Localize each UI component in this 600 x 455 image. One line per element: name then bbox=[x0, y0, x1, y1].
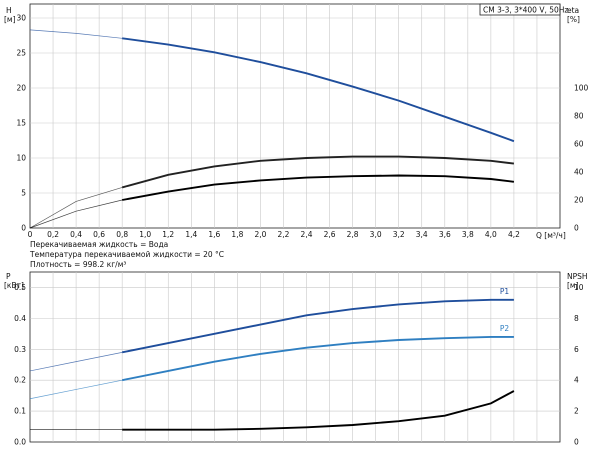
chart1-x-tick-label: 3,6 bbox=[439, 230, 451, 239]
chart2-ylabel-line1: P bbox=[6, 272, 11, 281]
chart2-series-1-extrapolated bbox=[29, 379, 123, 400]
model-label-box bbox=[479, 3, 561, 16]
fluid-info-line-2: Температура перекачиваемой жидкости = 20… bbox=[29, 250, 224, 259]
chart1-y-tick-label: 0 bbox=[21, 224, 26, 233]
chart1-x-tick-label: 3,4 bbox=[416, 230, 428, 239]
chart1-x-tick-label: 1,6 bbox=[208, 230, 220, 239]
chart1-y-right-tick-label: 80 bbox=[574, 112, 584, 121]
chart1-x-tick-label: 1,8 bbox=[231, 230, 243, 239]
chart1-y-right-tick-label: 40 bbox=[574, 168, 584, 177]
chart1-x-tick-label: 2,0 bbox=[254, 230, 266, 239]
chart1-series-1-line bbox=[121, 155, 515, 189]
chart1-series-2-extrapolated bbox=[29, 199, 123, 229]
chart1-y-tick-label: 15 bbox=[16, 119, 26, 128]
chart2-series-0-line bbox=[121, 298, 514, 354]
chart2-y-right-tick-label: 6 bbox=[574, 345, 579, 354]
chart1-y-tick-label: 25 bbox=[16, 49, 26, 58]
chart2-y-tick-label: 0.1 bbox=[14, 407, 26, 416]
chart1-ylabel-line2: [м] bbox=[4, 15, 16, 24]
chart2-y-tick-label: 0.2 bbox=[14, 376, 26, 385]
chart2-series-1-line bbox=[121, 335, 514, 382]
chart2-y-ticks-right: 0 2 4 6 8 10 bbox=[574, 283, 584, 447]
chart1-series bbox=[29, 29, 515, 229]
chart2-y-right-tick-label: 2 bbox=[574, 407, 579, 416]
chart1-xlabel: Q [м³/ч] bbox=[536, 231, 566, 240]
chart1-y-tick-label: 5 bbox=[21, 189, 26, 198]
chart2-y-right-tick-label: 4 bbox=[574, 376, 579, 385]
chart1-x-tick-label: 2,2 bbox=[278, 230, 290, 239]
chart1-x-tick-label: 0,6 bbox=[93, 230, 105, 239]
chart2-y-tick-label: 0.3 bbox=[14, 345, 26, 354]
chart1-x-tick-label: 0,8 bbox=[116, 230, 128, 239]
chart2-series-label-p2: P2 bbox=[500, 324, 510, 333]
chart1-x-tick-label: 2,4 bbox=[301, 230, 313, 239]
chart2-y-tick-label: 0.5 bbox=[14, 283, 26, 292]
chart1-x-tick-label: 4,0 bbox=[485, 230, 497, 239]
chart1-x-tick-label: 3,0 bbox=[370, 230, 382, 239]
chart1-x-tick-label: 1,0 bbox=[139, 230, 151, 239]
chart1-ylabel-right-line2: [%] bbox=[567, 15, 580, 24]
fluid-info-line-3: Плотность = 998.2 кг/м³ bbox=[30, 260, 126, 269]
chart2-series-labels: P1 P2 bbox=[500, 287, 510, 333]
chart1-x-tick-label: 0,2 bbox=[47, 230, 59, 239]
chart2-series bbox=[29, 298, 515, 431]
chart1-y-right-tick-label: 20 bbox=[574, 196, 584, 205]
chart1-x-tick-label: 1,4 bbox=[185, 230, 197, 239]
chart1-series-0-line bbox=[122, 37, 515, 143]
chart2-frame bbox=[29, 271, 561, 443]
chart1-y-tick-label: 10 bbox=[16, 154, 26, 163]
chart2-y-tick-label: 0.4 bbox=[14, 314, 26, 323]
chart2-ylabel-line2: [кВт] bbox=[4, 281, 24, 290]
chart1-ylabel-right-line1: eta bbox=[567, 6, 579, 15]
chart2-y-right-tick-label: 10 bbox=[574, 283, 584, 292]
chart2-ylabel-right-line2: [м] bbox=[567, 281, 579, 290]
chart1-x-tick-label: 1,2 bbox=[162, 230, 174, 239]
chart1-x-tick-label: 2,6 bbox=[324, 230, 336, 239]
chart2-series-0-extrapolated bbox=[29, 352, 123, 372]
model-label: CM 3-3, 3*400 V, 50Hz bbox=[483, 6, 568, 15]
chart1-x-tick-label: 0 bbox=[28, 230, 33, 239]
chart1-grid bbox=[30, 4, 560, 228]
chart1-y-tick-label: 20 bbox=[16, 84, 26, 93]
chart2-y-right-tick-label: 8 bbox=[574, 314, 579, 323]
chart2-y-right-tick-label: 0 bbox=[574, 438, 579, 447]
chart1-y-ticks-right: 0 20 40 60 80 100 bbox=[574, 84, 589, 233]
chart1-y-right-tick-label: 0 bbox=[574, 224, 579, 233]
chart1-x-ticks: 0 0,2 0,4 0,6 0,8 1,0 1,2 1,4 1,6 1,8 2,0 2,2 2,4 2,6… bbox=[28, 230, 520, 239]
chart1-x-tick-label: 3,8 bbox=[462, 230, 474, 239]
chart1-y-right-tick-label: 100 bbox=[574, 84, 589, 93]
chart1-series-0-extrapolated bbox=[29, 29, 123, 39]
chart1-y-right-tick-label: 60 bbox=[574, 140, 584, 149]
chart1-series-1-extrapolated bbox=[29, 187, 123, 229]
chart1-x-tick-label: 3,2 bbox=[393, 230, 405, 239]
chart1-x-tick-label: 2,8 bbox=[347, 230, 359, 239]
chart2-grid bbox=[30, 272, 560, 442]
chart1-x-tick-label: 0,4 bbox=[70, 230, 82, 239]
chart1-series-2-line bbox=[121, 174, 515, 201]
chart1-ylabel-line1: H bbox=[6, 6, 12, 15]
chart2-series-label-p1: P1 bbox=[500, 287, 510, 296]
chart1-y-tick-label: 30 bbox=[16, 14, 26, 23]
fluid-info-line-1: Перекачиваемая жидкость = Вода bbox=[30, 240, 168, 249]
chart1-y-ticks: 0 5 10 15 20 25 30 bbox=[16, 14, 26, 233]
chart2-y-ticks: 0.0 0.1 0.2 0.3 0.4 0.5 bbox=[14, 283, 26, 447]
chart2-series-2-line bbox=[122, 390, 515, 431]
chart2-ylabel-right-line1: NPSH bbox=[567, 272, 588, 281]
chart1-x-tick-label: 4,2 bbox=[508, 230, 520, 239]
chart2-y-tick-label: 0.0 bbox=[14, 438, 26, 447]
chart1-frame bbox=[29, 3, 561, 229]
